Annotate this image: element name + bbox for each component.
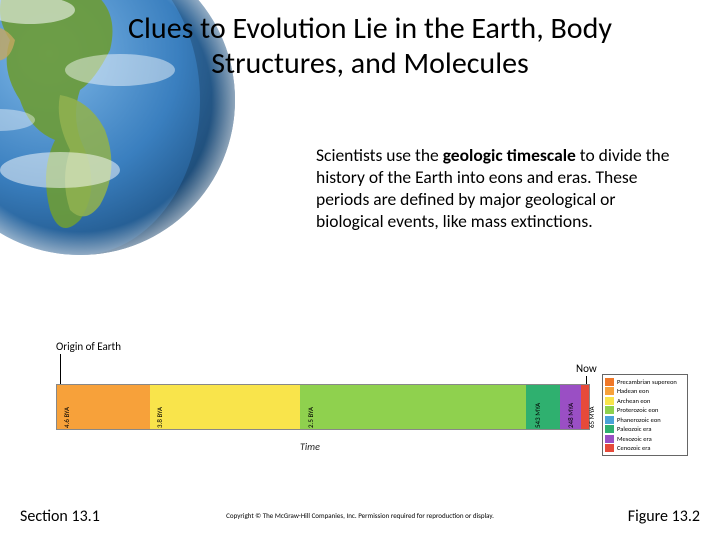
legend-label: Phanerozoic eon bbox=[617, 416, 661, 424]
legend-label: Paleozoic era bbox=[617, 425, 651, 433]
legend-swatch bbox=[605, 435, 614, 443]
legend-row: Cenozoic era bbox=[605, 444, 685, 453]
legend-swatch bbox=[605, 397, 614, 405]
legend-swatch bbox=[605, 444, 614, 452]
legend-label: Cenozoic era bbox=[617, 444, 651, 452]
origin-pointer-line bbox=[60, 354, 61, 384]
page-title: Clues to Evolution Lie in the Earth, Bod… bbox=[70, 12, 670, 81]
timeline-tick-label: 4.6 BYA bbox=[62, 407, 71, 428]
now-label: Now bbox=[576, 362, 597, 375]
legend-row: Archean eon bbox=[605, 396, 685, 405]
legend-label: Precambrian supereon bbox=[617, 378, 677, 386]
legend-swatch bbox=[605, 425, 614, 433]
timeline-bar bbox=[56, 384, 590, 430]
origin-of-earth-label: Origin of Earth bbox=[56, 340, 121, 353]
legend-label: Proterozoic eon bbox=[617, 406, 658, 414]
timeline-tick-label: 248 MYA bbox=[566, 403, 575, 428]
time-axis-label: Time bbox=[300, 440, 320, 453]
legend-row: Proterozoic eon bbox=[605, 406, 685, 415]
legend-row: Precambrian supereon bbox=[605, 377, 685, 386]
paragraph-bold: geologic timescale bbox=[443, 144, 576, 166]
legend-row: Mesozoic era bbox=[605, 434, 685, 443]
legend-row: Paleozoic era bbox=[605, 425, 685, 434]
body-paragraph: Scientists use the geologic timescale to… bbox=[316, 145, 676, 233]
timeline-segment bbox=[150, 385, 301, 429]
paragraph-pre: Scientists use the bbox=[316, 144, 443, 166]
timeline-tick-label: 2.5 BYA bbox=[306, 407, 315, 428]
legend-swatch bbox=[605, 416, 614, 424]
legend-row: Phanerozoic eon bbox=[605, 415, 685, 424]
legend-label: Mesozoic era bbox=[617, 435, 652, 443]
legend-swatch bbox=[605, 387, 614, 395]
copyright-notice: Copyright © The McGraw-Hill Companies, I… bbox=[0, 511, 720, 520]
timeline-segment bbox=[300, 385, 526, 429]
timeline-tick-label: 3.8 BYA bbox=[155, 407, 164, 428]
figure-label: Figure 13.2 bbox=[628, 507, 700, 526]
timeline-tick-label: 65 MYA bbox=[587, 406, 596, 428]
legend-label: Hadean eon bbox=[617, 387, 649, 395]
timeline-legend: Precambrian supereonHadean eon Archean eo… bbox=[602, 374, 688, 456]
timeline-tick-label: 543 MYA bbox=[533, 403, 542, 428]
legend-label: Archean eon bbox=[617, 397, 650, 405]
timeline-segment bbox=[526, 385, 560, 429]
geologic-timeline: Origin of Earth Now 4.6 BYA 3.8 BYA 2.5 BY… bbox=[30, 340, 690, 470]
legend-row: Hadean eon bbox=[605, 387, 685, 396]
legend-swatch bbox=[605, 378, 614, 386]
legend-swatch bbox=[605, 406, 614, 414]
